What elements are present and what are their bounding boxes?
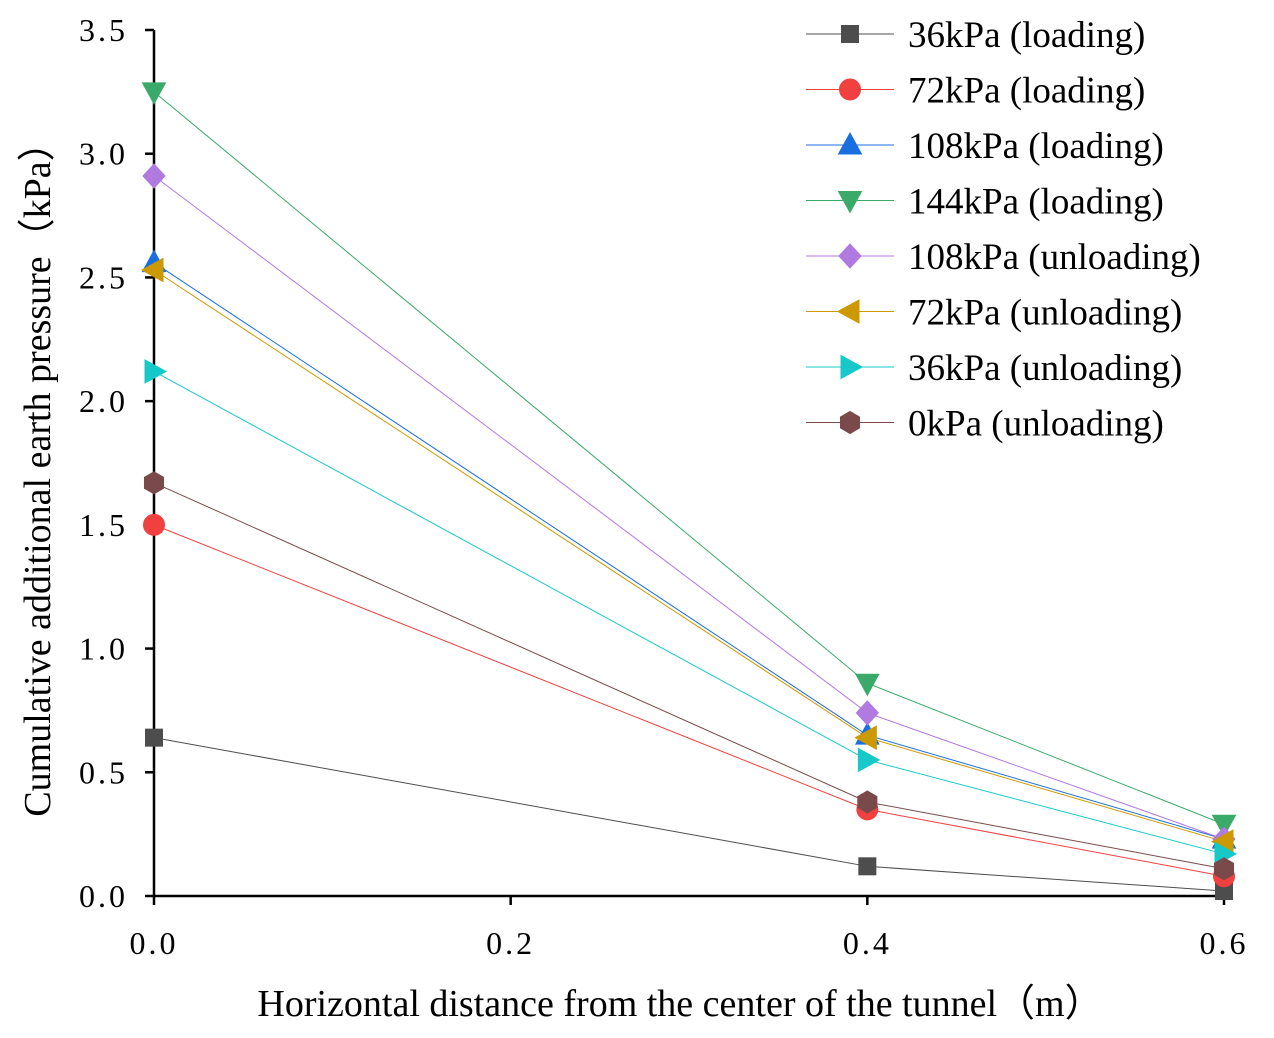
legend-label: 36kPa (unloading) — [908, 348, 1182, 389]
legend-marker — [837, 131, 863, 155]
x-tick-label: 0.6 — [1200, 925, 1249, 961]
legend-label: 108kPa (loading) — [908, 126, 1164, 167]
legend-marker — [837, 191, 863, 214]
legend-marker — [836, 299, 860, 324]
legend-label: 36kPa (loading) — [908, 15, 1145, 56]
data-point-s7-p2 — [1213, 857, 1235, 881]
y-tick-label: 3.0 — [79, 136, 128, 172]
legend-marker — [839, 78, 861, 101]
legend-marker — [840, 354, 864, 380]
data-point-s7-p0 — [143, 471, 165, 495]
y-tick-label: 0.0 — [79, 878, 128, 914]
y-tick-label: 1.5 — [79, 507, 128, 543]
legend: 36kPa (loading) 72kPa (loading) 108kPa (lo… — [806, 15, 1201, 445]
x-axis-title: Horizontal distance from the center of t… — [257, 983, 1102, 1025]
legend-marker — [841, 25, 859, 43]
legend-label: 72kPa (unloading) — [908, 293, 1182, 334]
series-markers — [140, 82, 1238, 901]
data-point-s0-p0 — [145, 728, 163, 747]
data-point-s0-p1 — [858, 857, 877, 876]
y-tick-label: 2.0 — [79, 383, 128, 419]
data-point-s4-p1 — [855, 700, 880, 726]
data-point-s7-p1 — [857, 790, 878, 814]
data-point-s3-p1 — [854, 673, 880, 697]
legend-marker — [838, 243, 862, 269]
data-point-s6-p1 — [857, 747, 881, 773]
x-tick-label: 0.2 — [486, 925, 535, 961]
legend-label: 108kPa (unloading) — [908, 237, 1201, 278]
data-point-s3-p0 — [141, 82, 167, 105]
data-point-s4-p0 — [142, 163, 166, 189]
data-point-s5-p0 — [140, 257, 164, 283]
x-axis-ticks: 0.0 0.2 0.4 0.6 — [130, 896, 1249, 961]
y-tick-label: 1.0 — [79, 631, 128, 667]
data-point-s3-p2 — [1211, 814, 1237, 838]
legend-label: 0kPa (unloading) — [908, 404, 1164, 445]
y-tick-label: 0.5 — [79, 754, 128, 790]
data-point-s6-p0 — [144, 359, 168, 384]
series-line-1 — [153, 524, 1225, 877]
data-point-s1-p0 — [143, 513, 165, 536]
y-axis-title: Cumulative additional earth pressure（kPa… — [17, 123, 59, 816]
y-axis-ticks: 0.0 0.5 1.0 1.5 2.0 2.5 3.0 3.5 — [79, 12, 154, 914]
y-tick-label: 3.5 — [79, 12, 128, 48]
legend-label: 144kPa (loading) — [908, 182, 1164, 223]
legend-marker — [839, 410, 861, 435]
y-tick-label: 2.5 — [79, 259, 128, 295]
legend-label: 72kPa (loading) — [908, 71, 1145, 112]
x-tick-label: 0.4 — [843, 925, 892, 961]
x-tick-label: 0.0 — [130, 925, 179, 961]
series-line-7 — [153, 482, 1225, 870]
data-point-s5-p1 — [854, 725, 877, 750]
